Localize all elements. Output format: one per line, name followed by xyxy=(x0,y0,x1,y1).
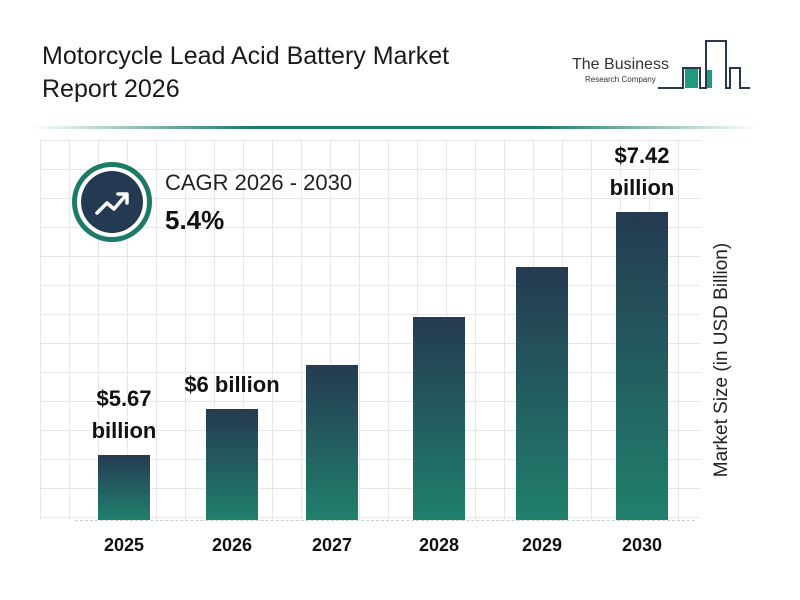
x-axis-baseline xyxy=(75,520,695,521)
bar-2027 xyxy=(306,364,358,520)
x-tick-label: 2030 xyxy=(621,535,663,555)
bar-2028 xyxy=(413,317,465,520)
x-tick-label: 2028 xyxy=(418,535,460,555)
x-tick-label: 2026 xyxy=(211,535,253,555)
logo-buildings-icon xyxy=(658,40,750,89)
cagr-badge xyxy=(72,162,152,242)
bar-2025 xyxy=(98,454,150,520)
trending-up-icon xyxy=(95,192,129,215)
data-label: $6 billion xyxy=(184,372,280,397)
bar-2030 xyxy=(616,212,668,520)
x-tick-label: 2029 xyxy=(521,535,563,555)
bar-2026 xyxy=(206,409,258,520)
page-title: Motorcycle Lead Acid Battery Market Repo… xyxy=(42,42,450,103)
company-logo: The Business Research Company xyxy=(568,34,758,94)
y-axis-label: Market Size (in USD Billion) xyxy=(711,242,732,478)
x-tick-label: 2027 xyxy=(311,535,353,555)
data-label: $5.67 billion xyxy=(91,385,157,443)
logo-subtext: Research Company xyxy=(585,75,656,84)
divider xyxy=(32,126,758,129)
bar-2029 xyxy=(516,267,568,520)
x-tick-label: 2025 xyxy=(103,535,145,555)
logo-text: The Business xyxy=(572,56,669,73)
cagr-label: CAGR 2026 - 2030 xyxy=(165,170,353,195)
cagr-value: 5.4% xyxy=(165,205,225,235)
data-label: $7.42 billion xyxy=(609,143,675,200)
